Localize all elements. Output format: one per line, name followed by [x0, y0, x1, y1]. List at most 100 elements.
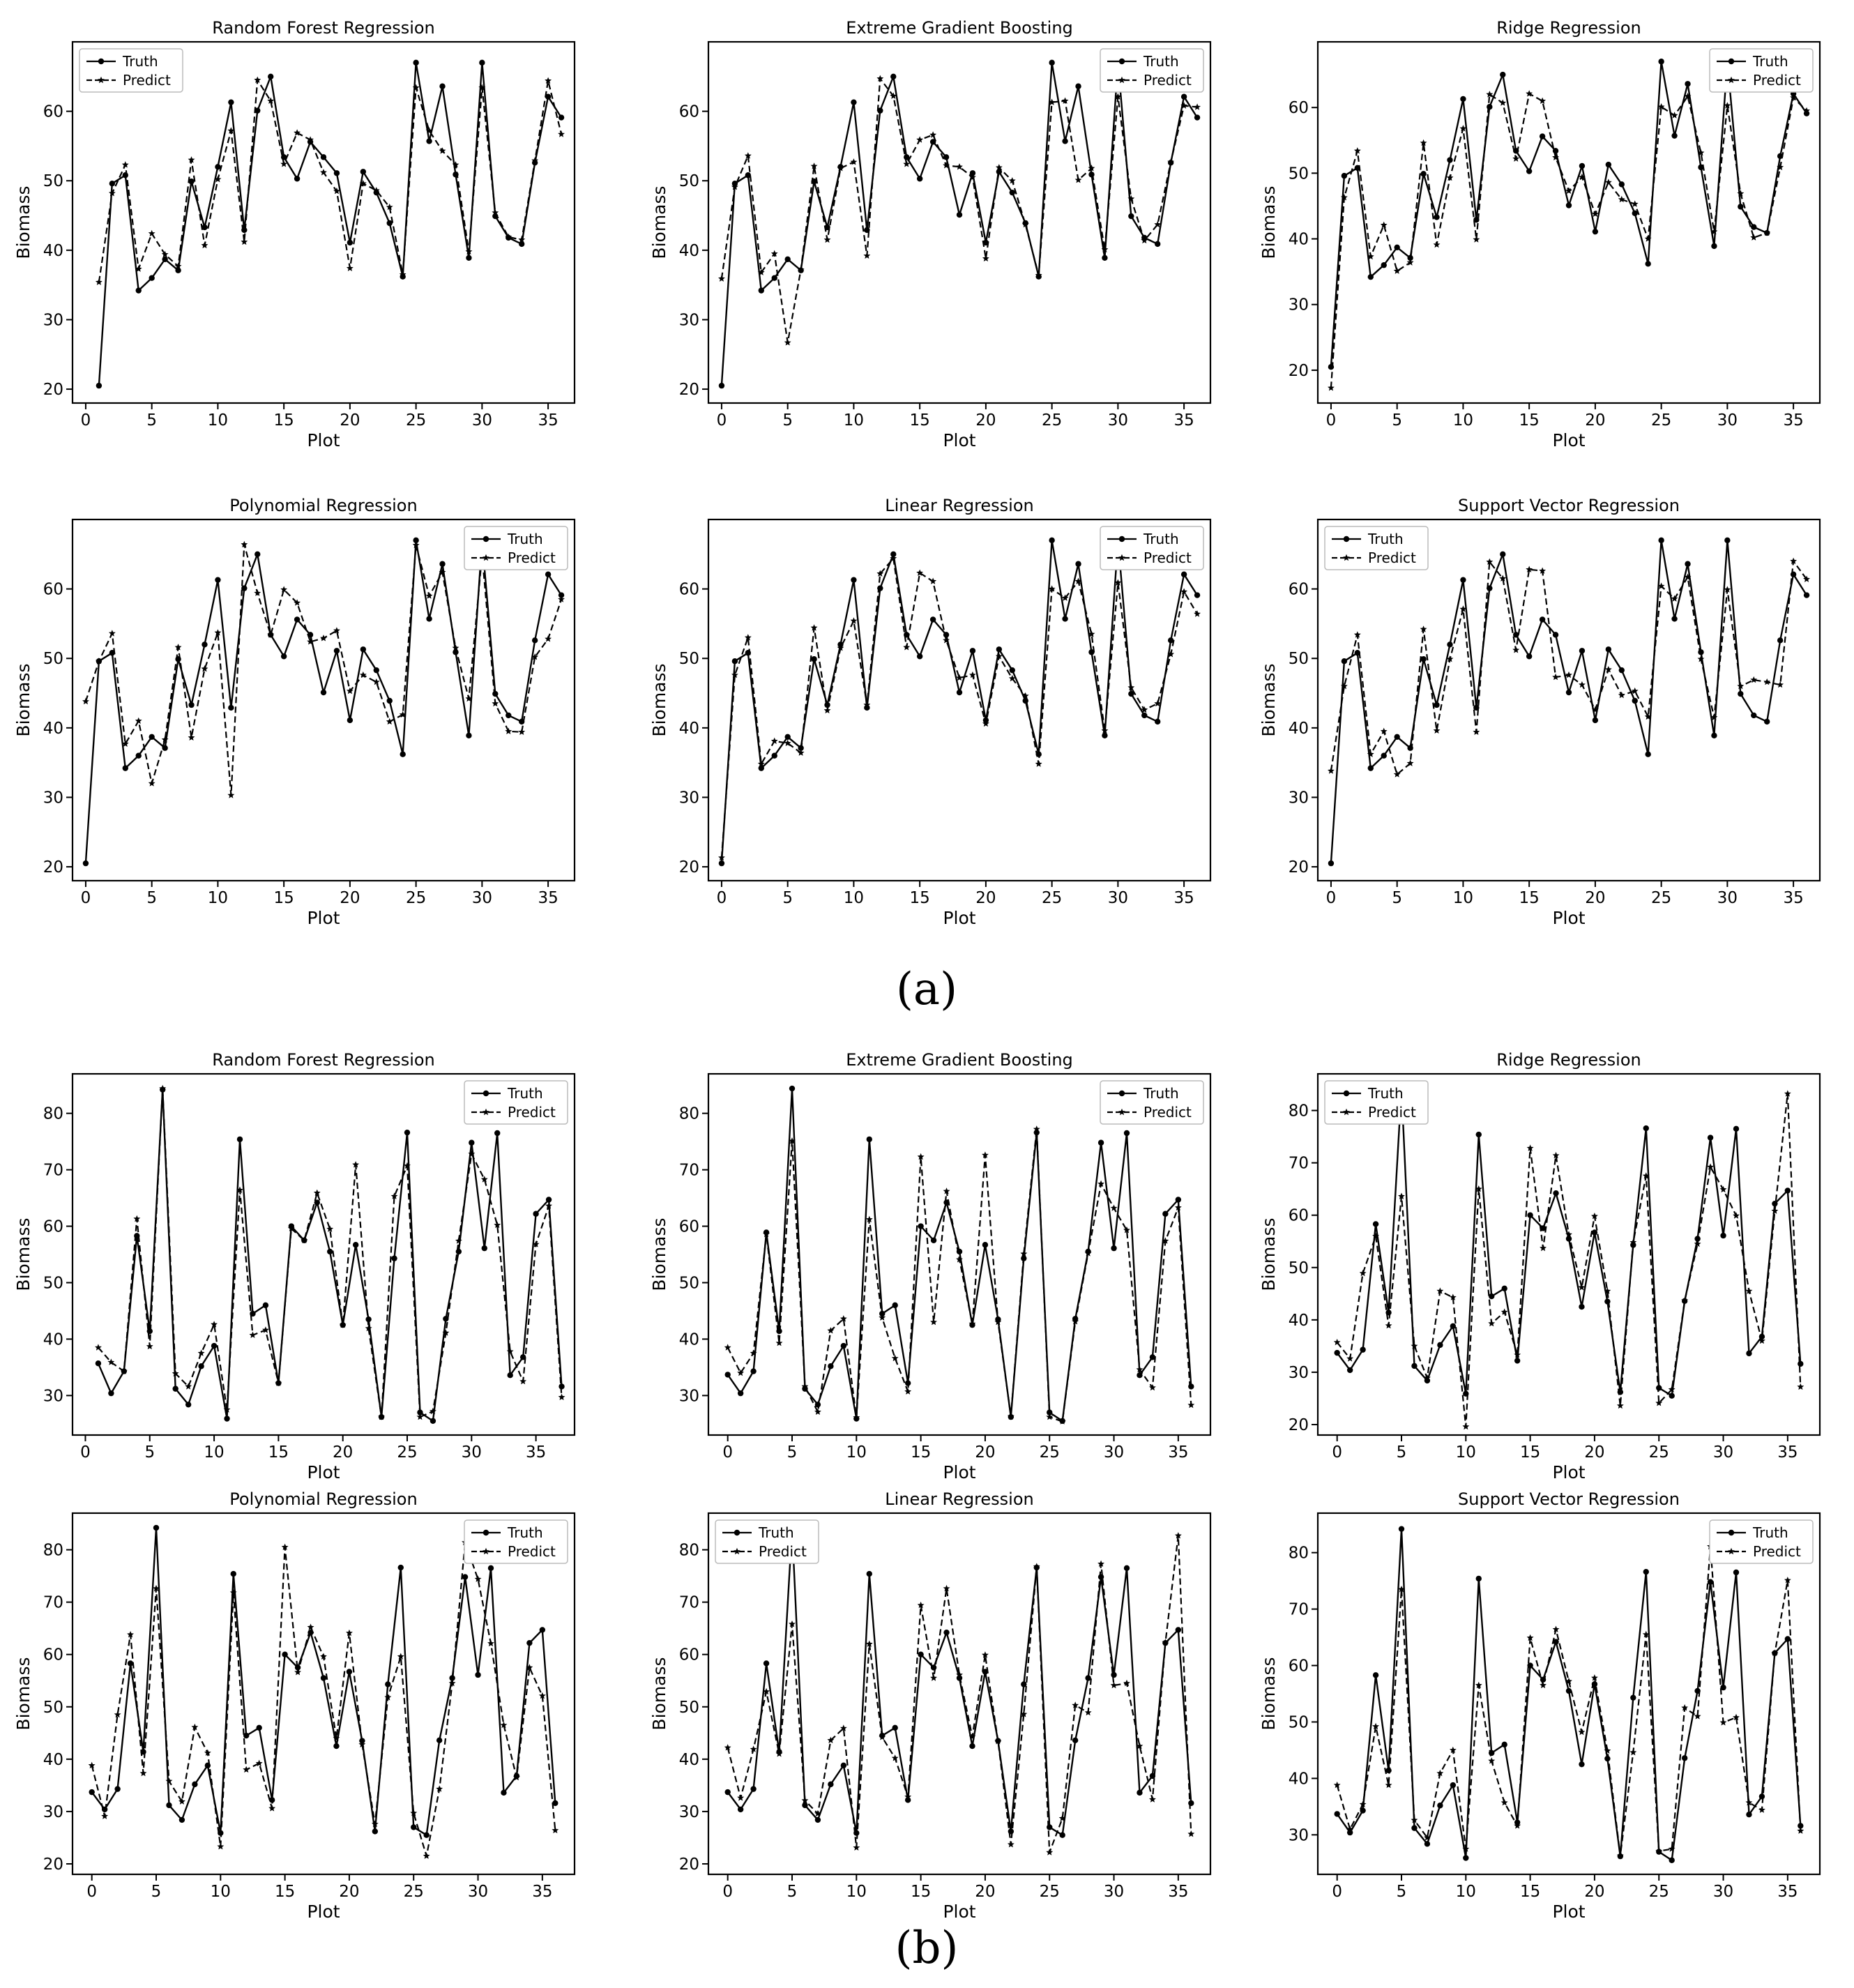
data-point-truth — [789, 1085, 796, 1092]
chart-title: Linear Regression — [885, 1489, 1034, 1509]
data-point-truth — [385, 1681, 391, 1687]
y-tick-label: 70 — [43, 1162, 63, 1180]
x-tick-label: 35 — [1168, 1883, 1188, 1901]
data-point-truth — [1194, 114, 1201, 121]
y-tick-label: 60 — [679, 581, 699, 599]
legend-box — [1709, 1519, 1814, 1564]
data-point-predict — [1353, 631, 1361, 638]
data-point-predict — [1565, 1231, 1572, 1238]
data-point-predict — [823, 706, 831, 714]
data-point-truth — [1720, 1684, 1726, 1691]
data-point-predict — [943, 637, 950, 644]
x-tick-label: 5 — [782, 889, 793, 907]
data-point-predict — [1035, 760, 1042, 767]
data-point-predict — [1724, 586, 1731, 593]
data-point-predict — [1380, 727, 1388, 734]
x-axis-label: Plot — [307, 430, 340, 450]
data-point-truth — [1553, 1639, 1559, 1645]
legend: Truth Predict — [79, 48, 183, 93]
data-point-predict — [863, 252, 871, 259]
data-point-truth — [149, 734, 155, 740]
y-tick-label: 30 — [43, 1803, 63, 1821]
x-axis-label: Plot — [1552, 908, 1585, 928]
data-point-predict — [1114, 93, 1122, 100]
legend-entry: Truth — [1143, 531, 1179, 547]
data-point-predict — [1380, 221, 1388, 228]
data-point-truth — [1137, 1372, 1143, 1379]
y-tick-label: 20 — [679, 858, 699, 877]
data-point-predict — [1697, 655, 1705, 662]
chart-title: Polynomial Regression — [229, 1489, 417, 1509]
chart-title: Extreme Gradient Boosting — [846, 1050, 1073, 1070]
data-point-truth — [108, 1390, 114, 1397]
data-point-predict — [333, 627, 340, 634]
data-point-predict — [929, 577, 937, 584]
data-point-predict — [879, 1314, 886, 1321]
data-point-truth — [956, 211, 963, 218]
data-point-predict — [1333, 1338, 1341, 1346]
legend: Truth Predict — [1100, 48, 1204, 93]
data-point-predict — [718, 853, 725, 861]
chart-0-0: Random Forest Regression 0 5 10 15 20 25 30 35 20… — [13, 18, 576, 450]
data-point-predict — [1629, 1749, 1637, 1756]
data-point-truth — [1398, 1526, 1405, 1532]
data-point-truth — [1746, 1350, 1752, 1357]
data-point-predict — [827, 1327, 835, 1334]
data-point-predict — [120, 1367, 128, 1374]
y-tick-label: 50 — [43, 172, 63, 190]
data-point-predict — [1655, 1399, 1663, 1406]
data-point-predict — [1449, 1293, 1457, 1300]
data-point-predict — [784, 339, 791, 346]
data-point-predict — [1340, 682, 1348, 690]
data-point-truth — [1075, 83, 1081, 89]
data-point-predict — [853, 1413, 860, 1421]
data-point-predict — [526, 1664, 533, 1671]
x-tick-label: 5 — [787, 1883, 798, 1901]
data-point-truth — [1738, 690, 1744, 697]
data-point-truth — [1711, 243, 1717, 250]
data-point-truth — [1047, 1409, 1053, 1416]
data-point-predict — [994, 1318, 1002, 1326]
x-axis-label: Plot — [1552, 430, 1585, 450]
data-point-predict — [439, 147, 446, 154]
data-point-truth — [1579, 162, 1586, 169]
data-point-predict — [863, 701, 871, 708]
data-point-predict — [545, 1202, 552, 1209]
data-point-predict — [1578, 1284, 1586, 1291]
legend-entry: Truth — [507, 1085, 543, 1102]
data-point-truth — [724, 1789, 731, 1796]
data-point-truth — [386, 220, 393, 227]
data-point-truth — [1527, 1212, 1533, 1218]
data-point-predict — [1406, 759, 1414, 766]
data-point-predict — [455, 1237, 462, 1244]
data-point-predict — [423, 1852, 430, 1859]
panel-label: (a) — [896, 964, 957, 1015]
plot-frame — [1316, 1072, 1821, 1436]
data-point-predict — [1552, 1151, 1560, 1159]
data-point-truth — [439, 561, 446, 567]
plot-frame — [71, 1512, 576, 1876]
data-point-predict — [1446, 655, 1454, 662]
data-point-truth — [280, 154, 287, 160]
x-tick-label: 15 — [910, 889, 930, 907]
legend-entry: Predict — [508, 549, 556, 566]
data-point-predict — [827, 1736, 835, 1743]
data-point-truth — [1591, 1229, 1598, 1236]
data-point-predict — [917, 1153, 925, 1160]
panel-label: (b) — [895, 1922, 959, 1974]
chart-1-5: Support Vector Regression 0 5 10 15 20 25 30 35 3… — [1259, 1489, 1821, 1922]
data-point-predict — [1671, 595, 1678, 602]
x-tick-label: 20 — [339, 1883, 359, 1901]
series-predict — [88, 1538, 559, 1859]
data-point-truth — [1669, 1393, 1675, 1399]
y-tick-label: 20 — [43, 1856, 63, 1874]
data-point-truth — [552, 1800, 559, 1807]
data-point-predict — [372, 678, 380, 685]
y-axis-label: Biomass — [13, 663, 33, 736]
data-point-predict — [227, 791, 235, 798]
data-point-predict — [823, 236, 831, 243]
y-tick-label: 60 — [1289, 99, 1309, 117]
legend-marker — [734, 1547, 740, 1555]
x-tick-label: 20 — [1584, 1883, 1604, 1901]
data-point-predict — [372, 187, 380, 194]
